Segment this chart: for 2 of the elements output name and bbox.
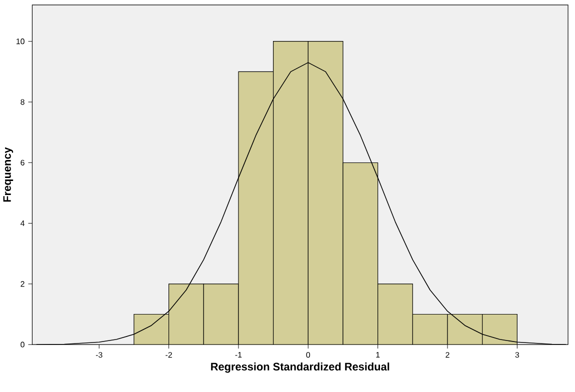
x-axis-title: Regression Standardized Residual [211, 362, 390, 373]
y-axis-title: Frequency [3, 147, 14, 202]
